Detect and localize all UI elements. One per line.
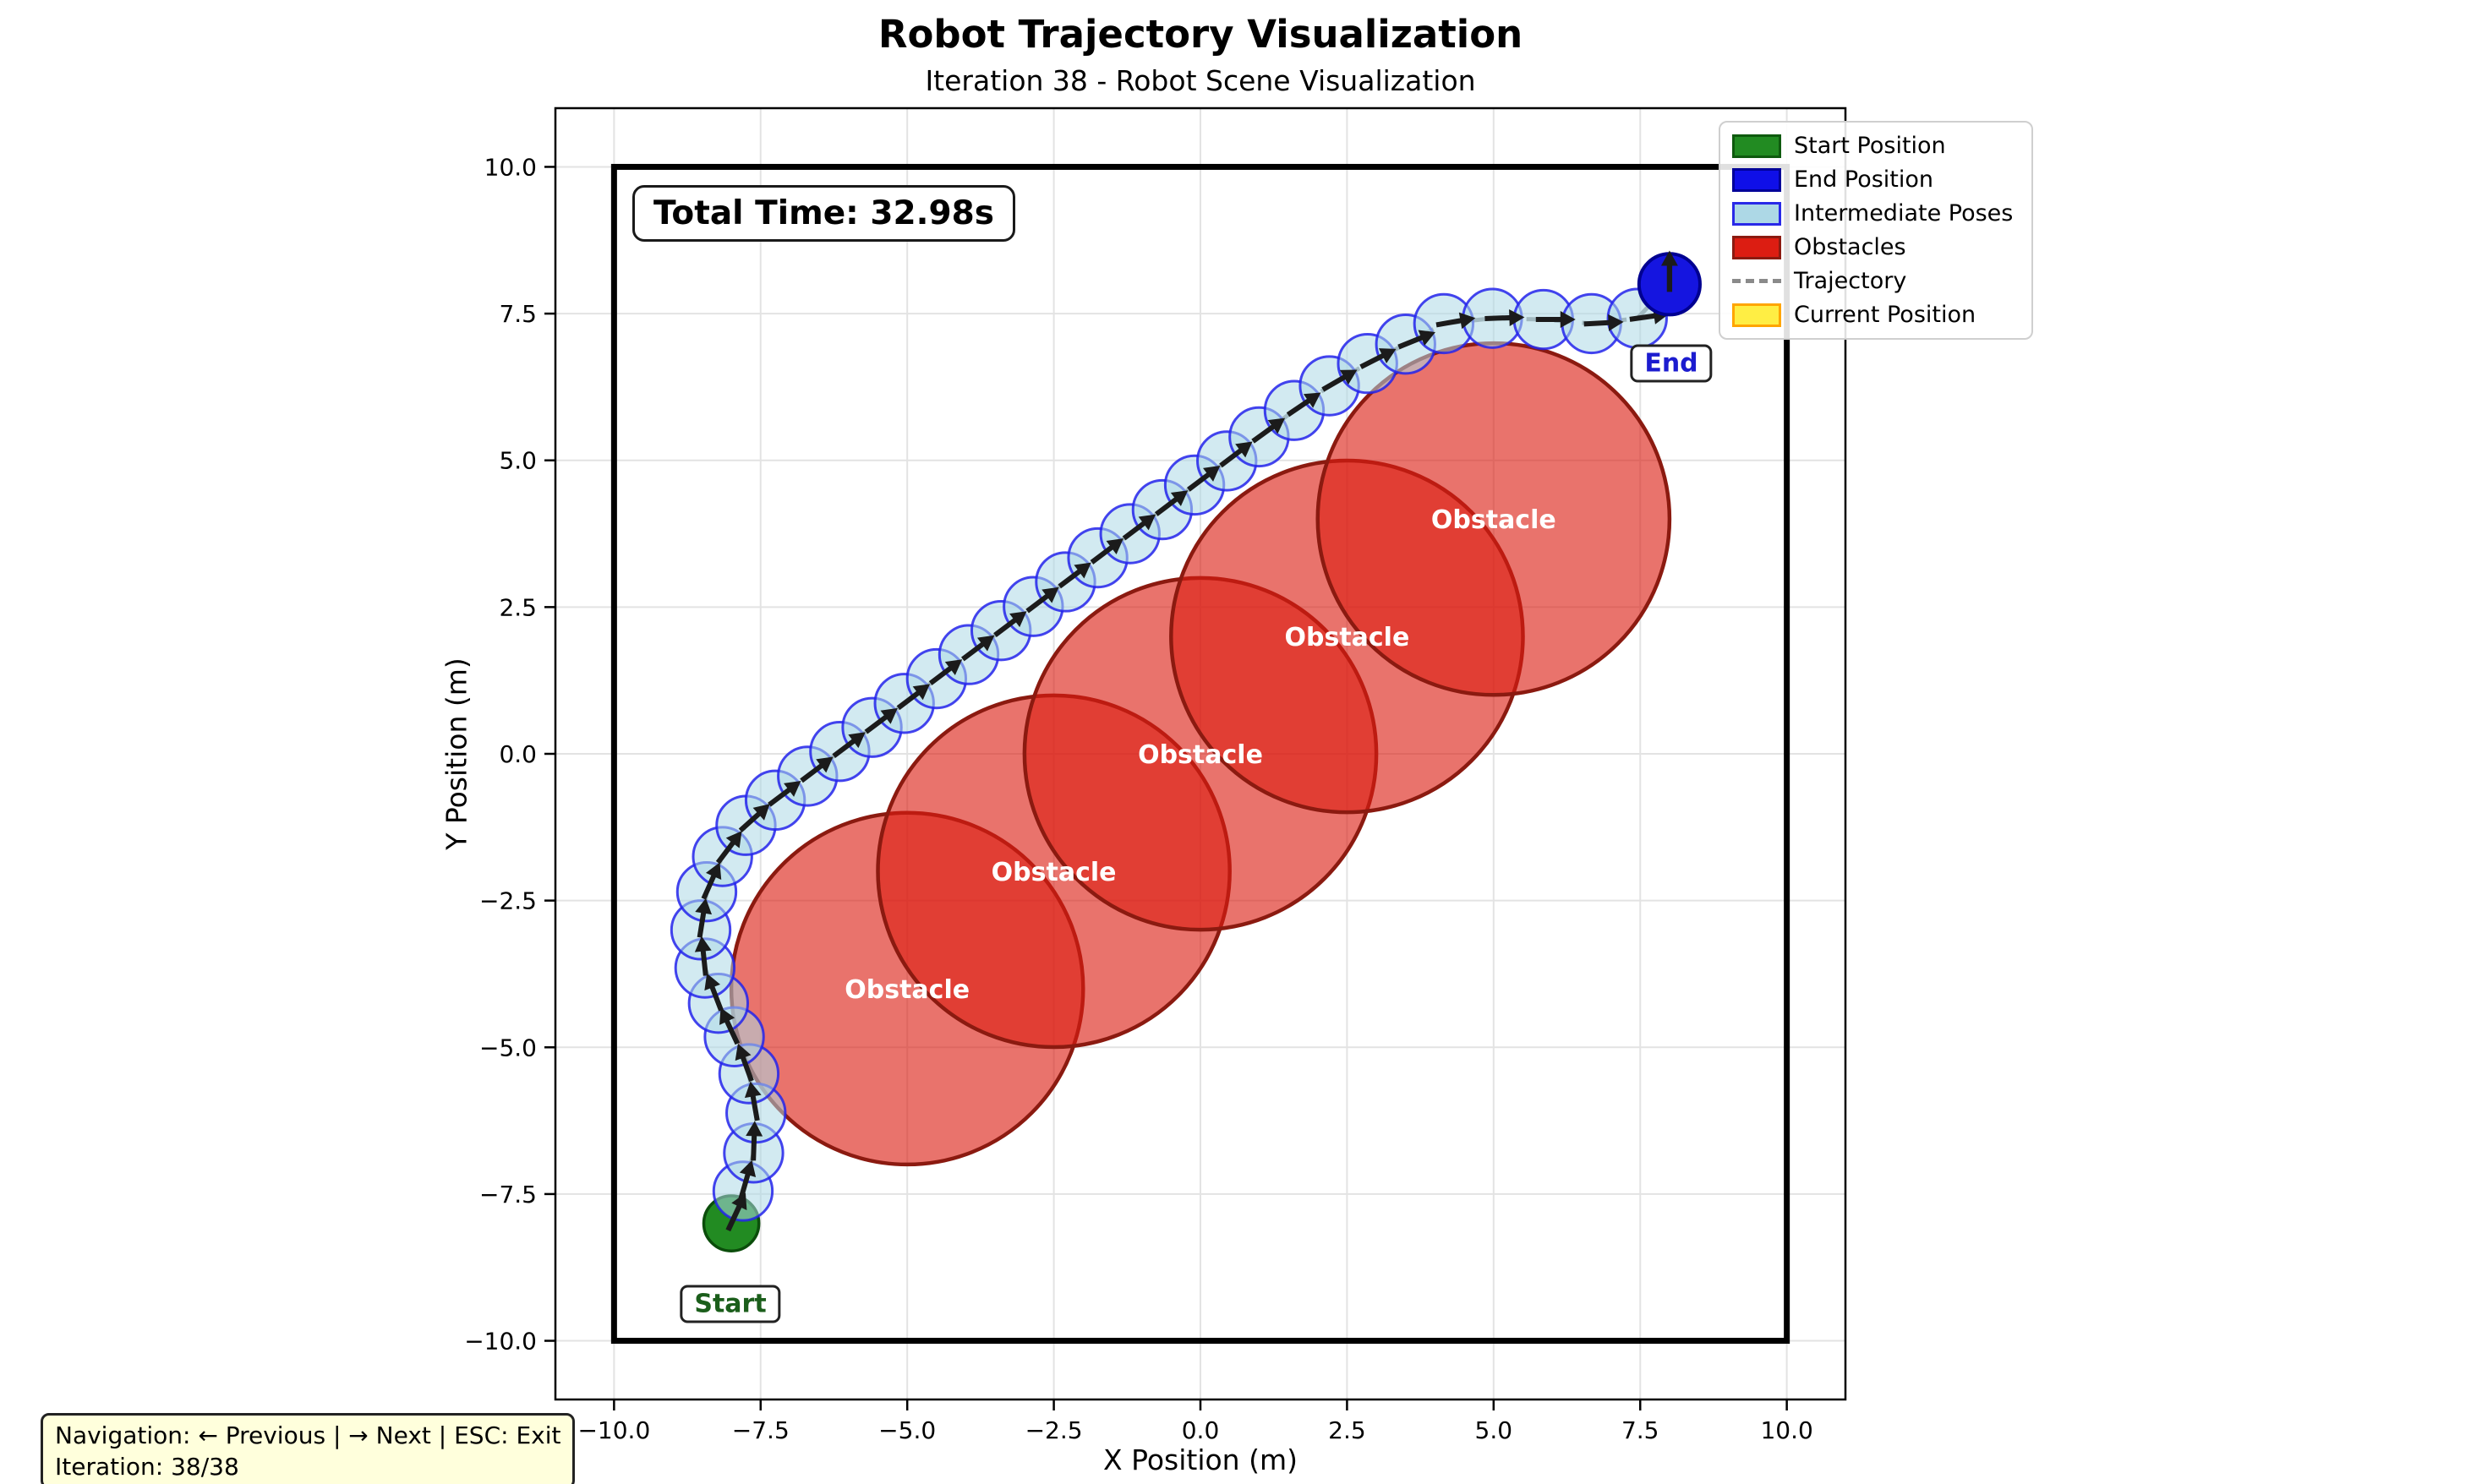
- y-tick-label: 10.0: [484, 153, 537, 181]
- legend-swatch: [1732, 167, 1781, 192]
- legend-label: Intermediate Poses: [1794, 200, 2014, 226]
- page-subtitle: Iteration 38 - Robot Scene Visualization: [925, 64, 1476, 97]
- workspace-boundary: [610, 163, 1790, 1345]
- obstacle-label: Obstacle: [1284, 623, 1409, 652]
- heading-arrow-head: [816, 756, 834, 773]
- heading-arrow-head: [752, 804, 770, 821]
- heading-arrow-head: [1303, 392, 1321, 408]
- heading-arrow-head: [784, 781, 801, 797]
- legend-swatch: [1732, 235, 1781, 259]
- legend-swatch-dashed-line: [1732, 279, 1781, 283]
- legend-label: Obstacles: [1794, 234, 1906, 260]
- heading-arrow-head: [704, 973, 720, 991]
- y-tick-label: −10.0: [464, 1328, 537, 1356]
- legend: Start Position End Position Intermediate P…: [1719, 121, 2033, 340]
- heading-arrow-head: [746, 1121, 763, 1137]
- y-tick-label: −5.0: [479, 1034, 537, 1061]
- heading-arrow-head: [694, 936, 712, 952]
- heading-arrow-head: [1608, 314, 1624, 331]
- start-label: Start: [680, 1285, 781, 1323]
- x-tick-label: 7.5: [1621, 1416, 1659, 1444]
- heading-arrow-head: [719, 1007, 735, 1025]
- heading-arrow-head: [1106, 538, 1123, 554]
- y-tick-label: 5.0: [499, 447, 537, 475]
- legend-label: Current Position: [1794, 302, 1976, 328]
- navigation-hint-line: Navigation: ← Previous | → Next | ESC: E…: [55, 1421, 561, 1449]
- obstacle-label: Obstacle: [1431, 505, 1556, 535]
- heading-arrow-head: [1267, 417, 1286, 434]
- heading-arrow-head: [1203, 466, 1221, 482]
- obstacle-label: Obstacle: [845, 975, 970, 1005]
- heading-arrow-head: [976, 635, 995, 652]
- y-tick-label: 7.5: [499, 300, 537, 328]
- heading-arrow-head: [1170, 490, 1189, 507]
- legend-row: Obstacles: [1732, 234, 2020, 260]
- x-tick-label: 10.0: [1760, 1416, 1812, 1444]
- heading-arrow-head: [1235, 441, 1253, 458]
- x-tick-label: −5.0: [878, 1416, 936, 1444]
- heading-arrow-head: [705, 862, 722, 881]
- x-tick-label: 2.5: [1328, 1416, 1366, 1444]
- legend-row: End Position: [1732, 166, 2020, 193]
- heading-arrow-shaft: [725, 1201, 744, 1232]
- heading-arrow-head: [744, 1081, 762, 1099]
- y-tick-label: −2.5: [479, 887, 537, 915]
- legend-swatch: [1732, 201, 1781, 226]
- iteration-counter: Iteration: 38/38: [55, 1453, 239, 1481]
- y-axis-label: Y Position (m): [440, 657, 473, 850]
- end-label: End: [1630, 344, 1713, 383]
- heading-arrow-head: [1138, 514, 1156, 531]
- heading-arrow-head: [1660, 250, 1678, 266]
- heading-arrow-head: [739, 1159, 757, 1177]
- heading-arrow-head: [944, 659, 963, 676]
- x-tick-label: 5.0: [1475, 1416, 1513, 1444]
- heading-arrow-head: [1009, 611, 1027, 628]
- total-time-box: Total Time: 32.98s: [632, 185, 1015, 242]
- y-tick-label: 0.0: [499, 740, 537, 768]
- heading-arrow-head: [725, 831, 742, 848]
- legend-label: Trajectory: [1794, 268, 1907, 294]
- heading-arrow-head: [1339, 369, 1358, 385]
- heading-arrow-head: [1418, 330, 1436, 346]
- heading-arrow-head: [735, 1043, 752, 1061]
- heading-arrow-head: [1509, 308, 1525, 326]
- heading-arrow-head: [1041, 587, 1059, 603]
- obstacle-label: Obstacle: [1138, 740, 1263, 770]
- page-title: Robot Trajectory Visualization: [877, 12, 1523, 57]
- legend-row: Start Position: [1732, 133, 2020, 159]
- heading-arrow-head: [880, 707, 898, 724]
- legend-row: Intermediate Poses: [1732, 200, 2020, 226]
- heading-arrow-head: [912, 684, 931, 701]
- heading-arrow-head: [1074, 562, 1091, 579]
- y-tick-label: −7.5: [479, 1181, 537, 1208]
- legend-label: End Position: [1794, 166, 1934, 193]
- obstacle-label: Obstacle: [992, 858, 1117, 887]
- legend-swatch: [1732, 134, 1781, 158]
- x-tick-label: 0.0: [1182, 1416, 1220, 1444]
- legend-row: Trajectory: [1732, 268, 2020, 294]
- x-tick-label: −2.5: [1025, 1416, 1083, 1444]
- navigation-hint-box: Navigation: ← Previous | → Next | ESC: E…: [41, 1413, 576, 1484]
- heading-arrow-head: [695, 897, 713, 915]
- heading-arrow-head: [1378, 348, 1397, 363]
- heading-arrow-head: [1560, 311, 1576, 329]
- x-tick-label: −7.5: [732, 1416, 790, 1444]
- y-tick-label: 2.5: [499, 593, 537, 621]
- legend-swatch: [1732, 303, 1781, 327]
- heading-arrow-head: [1458, 312, 1476, 330]
- heading-arrow-head: [848, 732, 866, 749]
- x-tick-label: −10.0: [577, 1416, 650, 1444]
- x-axis-label: X Position (m): [1103, 1443, 1298, 1476]
- legend-label: Start Position: [1794, 133, 1946, 159]
- legend-row: Current Position: [1732, 302, 2020, 328]
